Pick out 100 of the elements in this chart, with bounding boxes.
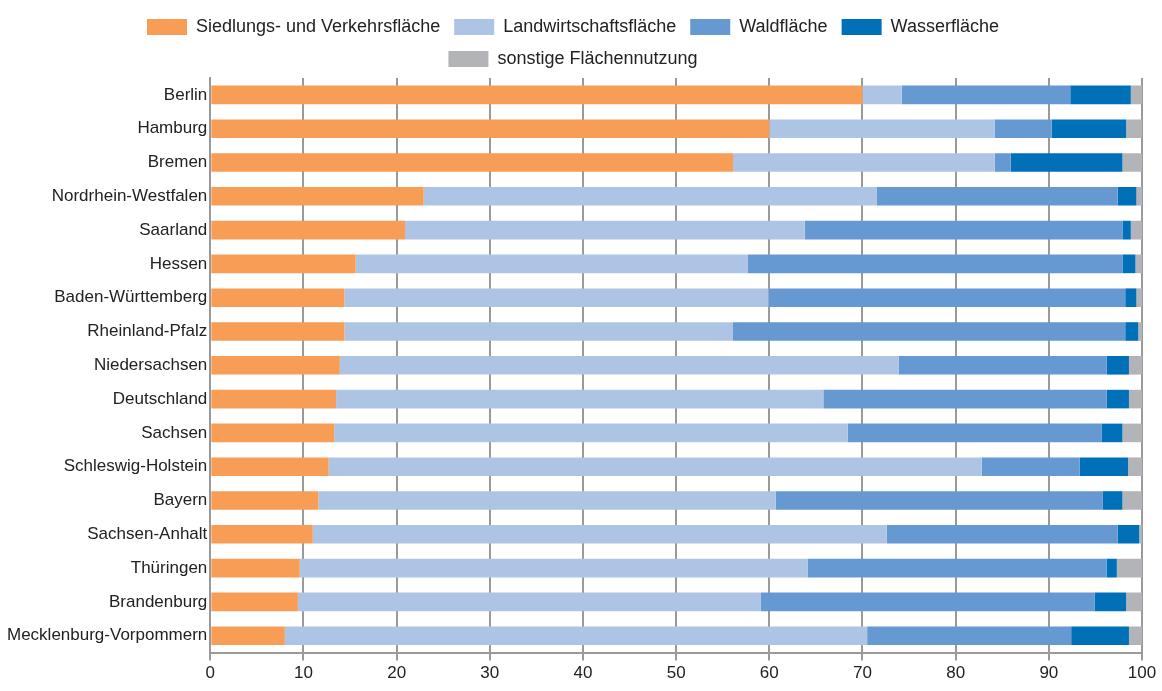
y-tick-label: Niedersachsen	[93, 354, 208, 374]
bar	[211, 153, 733, 172]
bar	[1106, 558, 1117, 578]
x-tick-label: 90	[1039, 663, 1059, 683]
bar	[211, 322, 345, 341]
bar	[318, 491, 776, 510]
bar	[1125, 322, 1139, 341]
bar	[886, 525, 1118, 544]
x-tick-label: 40	[573, 663, 593, 683]
bar	[981, 457, 1080, 476]
y-tick-label: Schleswig-Holstein	[63, 456, 208, 476]
bar	[1117, 525, 1140, 544]
bar	[211, 525, 313, 544]
bar	[732, 322, 1126, 341]
bar	[423, 187, 877, 206]
y-tick-label: Mecklenburg-Vorpommern	[6, 625, 208, 645]
x-tick-label: 60	[759, 663, 779, 683]
y-tick-label: Rheinland-Pfalz	[87, 321, 208, 341]
bar	[1130, 85, 1142, 105]
y-tick-label: Berlin	[163, 84, 208, 104]
bar	[328, 457, 982, 476]
bar	[1136, 187, 1142, 206]
bar	[211, 457, 329, 476]
bar	[211, 288, 345, 307]
bar	[1102, 491, 1123, 510]
y-tick-label: Saarland	[139, 219, 208, 239]
x-tick-label: 0	[205, 663, 216, 683]
bar	[405, 220, 805, 240]
x-tick-label: 30	[480, 663, 500, 683]
bar	[355, 254, 748, 274]
bar	[211, 592, 298, 612]
bar	[344, 288, 769, 307]
bar	[1117, 187, 1137, 206]
bar	[807, 558, 1107, 578]
bar	[211, 187, 424, 206]
bar	[211, 389, 337, 409]
bar	[299, 558, 808, 578]
bar	[1126, 592, 1142, 612]
bar	[1138, 322, 1142, 341]
bar	[1128, 389, 1142, 409]
bar	[1122, 220, 1131, 240]
bar	[876, 187, 1118, 206]
bar	[211, 254, 356, 274]
bar	[775, 491, 1103, 510]
bar	[211, 423, 335, 443]
x-tick-label: 50	[666, 663, 686, 683]
bar	[760, 592, 1095, 612]
bar	[1106, 356, 1129, 375]
bar	[769, 119, 995, 138]
bar	[344, 322, 733, 341]
y-tick-label: Hamburg	[137, 118, 208, 138]
bar	[1135, 254, 1142, 274]
legend-label: Wasserfläche	[890, 15, 999, 36]
bar	[211, 85, 863, 105]
bar	[823, 389, 1107, 409]
y-tick-label: Hessen	[149, 253, 208, 273]
y-tick-label: Nordrhein-Westfalen	[51, 185, 208, 205]
y-tick-label: Sachsen-Anhalt	[87, 523, 208, 543]
bar	[1128, 356, 1142, 375]
bar	[1128, 457, 1142, 476]
bar	[339, 356, 899, 375]
y-tick-label: Deutschland	[112, 388, 208, 408]
bar	[211, 626, 285, 645]
y-tick-label: Baden-Württemberg	[54, 287, 208, 307]
bar	[1106, 389, 1129, 409]
bar	[1079, 457, 1129, 476]
bar	[1136, 288, 1142, 307]
legend-label: sonstige Flächennutzung	[497, 47, 698, 68]
bar	[862, 85, 902, 105]
x-tick-label: 20	[387, 663, 407, 683]
bar	[1122, 153, 1142, 172]
bar	[901, 85, 1071, 105]
bar	[1126, 119, 1142, 138]
bar	[1122, 491, 1142, 510]
bar	[312, 525, 887, 544]
bar	[994, 153, 1011, 172]
bar	[804, 220, 1123, 240]
bar	[334, 423, 848, 443]
x-tick-label: 100	[1127, 663, 1157, 683]
bar	[847, 423, 1102, 443]
bar	[284, 626, 868, 645]
bar	[1010, 153, 1123, 172]
bar	[1122, 254, 1136, 274]
y-tick-label: Thüringen	[130, 557, 208, 577]
bar	[1051, 119, 1127, 138]
bar	[1130, 220, 1142, 240]
bar	[1094, 592, 1127, 612]
y-tick-label: Bremen	[147, 152, 208, 172]
bar	[867, 626, 1072, 645]
y-tick-label: Sachsen	[141, 422, 208, 442]
x-tick-label: 70	[853, 663, 872, 683]
legend-label: Waldfläche	[739, 15, 828, 36]
x-tick-label: 10	[294, 663, 313, 683]
bar	[1125, 288, 1137, 307]
y-tick-label: Brandenburg	[108, 591, 208, 611]
bar	[747, 254, 1123, 274]
x-tick-label: 80	[946, 663, 966, 683]
bar	[898, 356, 1107, 375]
legend-label: Landwirtschaftsfläche	[503, 15, 677, 36]
bar	[1116, 558, 1142, 578]
